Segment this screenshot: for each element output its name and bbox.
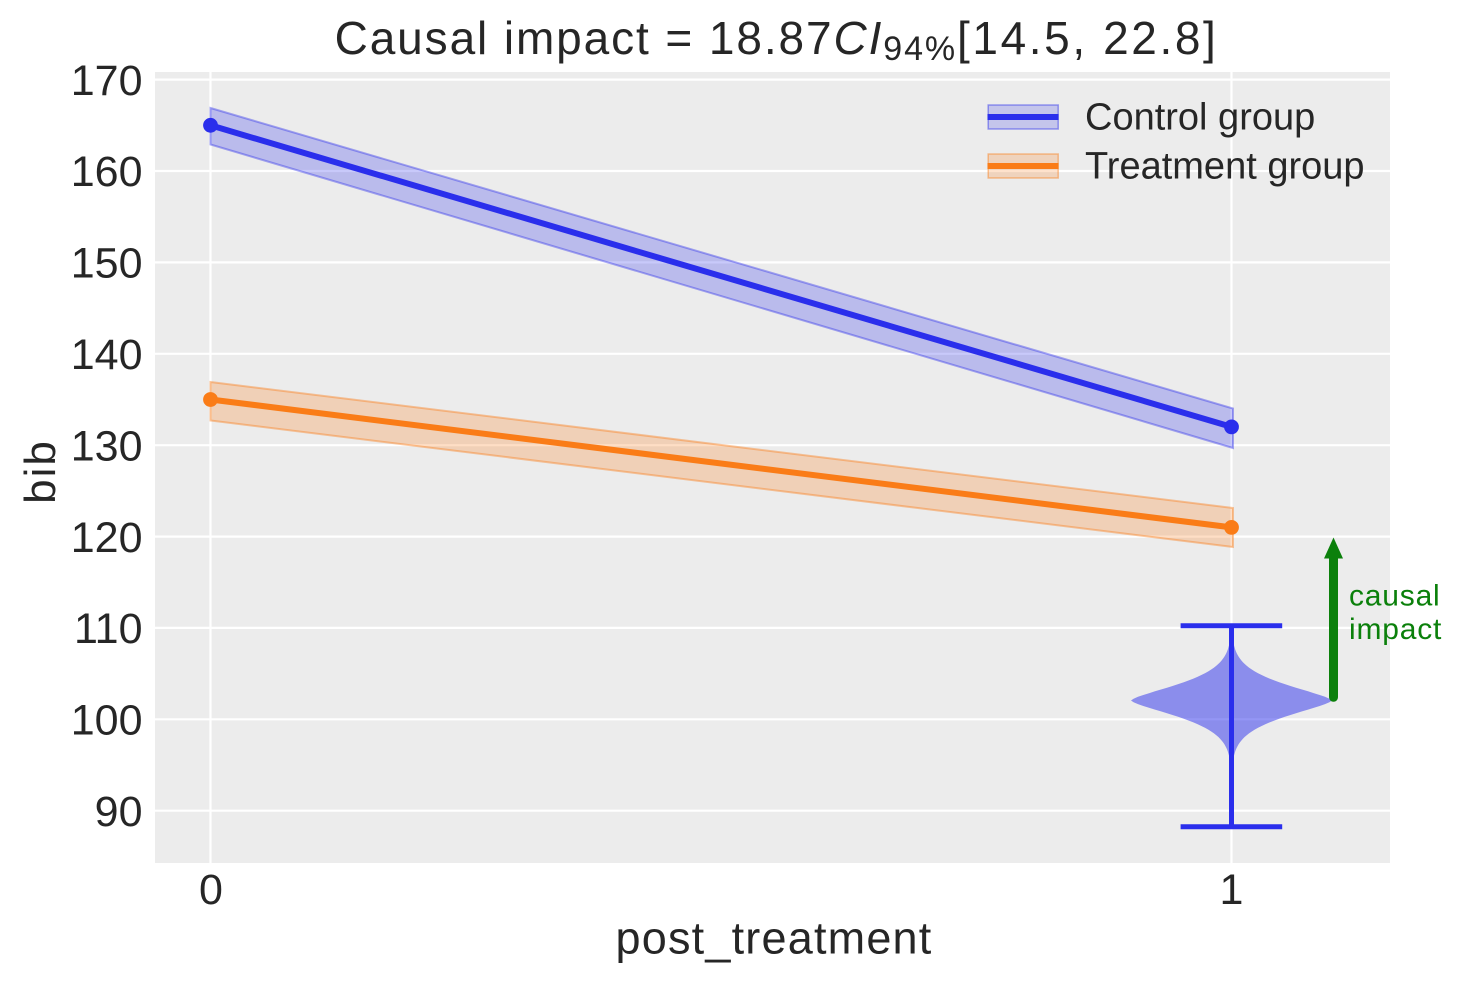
svg-text:impact: impact: [1349, 613, 1442, 646]
svg-text:100: 100: [71, 697, 143, 745]
svg-text:150: 150: [71, 240, 143, 288]
svg-text:Causal impact = 18.87CI94%[14.: Causal impact = 18.87CI94%[14.5, 22.8]: [335, 12, 1219, 68]
svg-text:120: 120: [71, 514, 143, 562]
svg-text:170: 170: [71, 57, 143, 105]
svg-text:causal: causal: [1349, 580, 1441, 613]
svg-text:140: 140: [71, 331, 143, 379]
svg-text:90: 90: [95, 788, 143, 836]
svg-text:0: 0: [199, 866, 223, 914]
svg-text:1: 1: [1220, 866, 1244, 914]
svg-text:160: 160: [71, 148, 143, 196]
svg-text:Treatment group: Treatment group: [1085, 146, 1365, 188]
svg-text:110: 110: [74, 605, 143, 653]
svg-text:130: 130: [71, 422, 143, 470]
svg-text:Control group: Control group: [1085, 97, 1315, 139]
svg-text:bib: bib: [16, 439, 65, 504]
svg-text:post_treatment: post_treatment: [616, 912, 933, 963]
